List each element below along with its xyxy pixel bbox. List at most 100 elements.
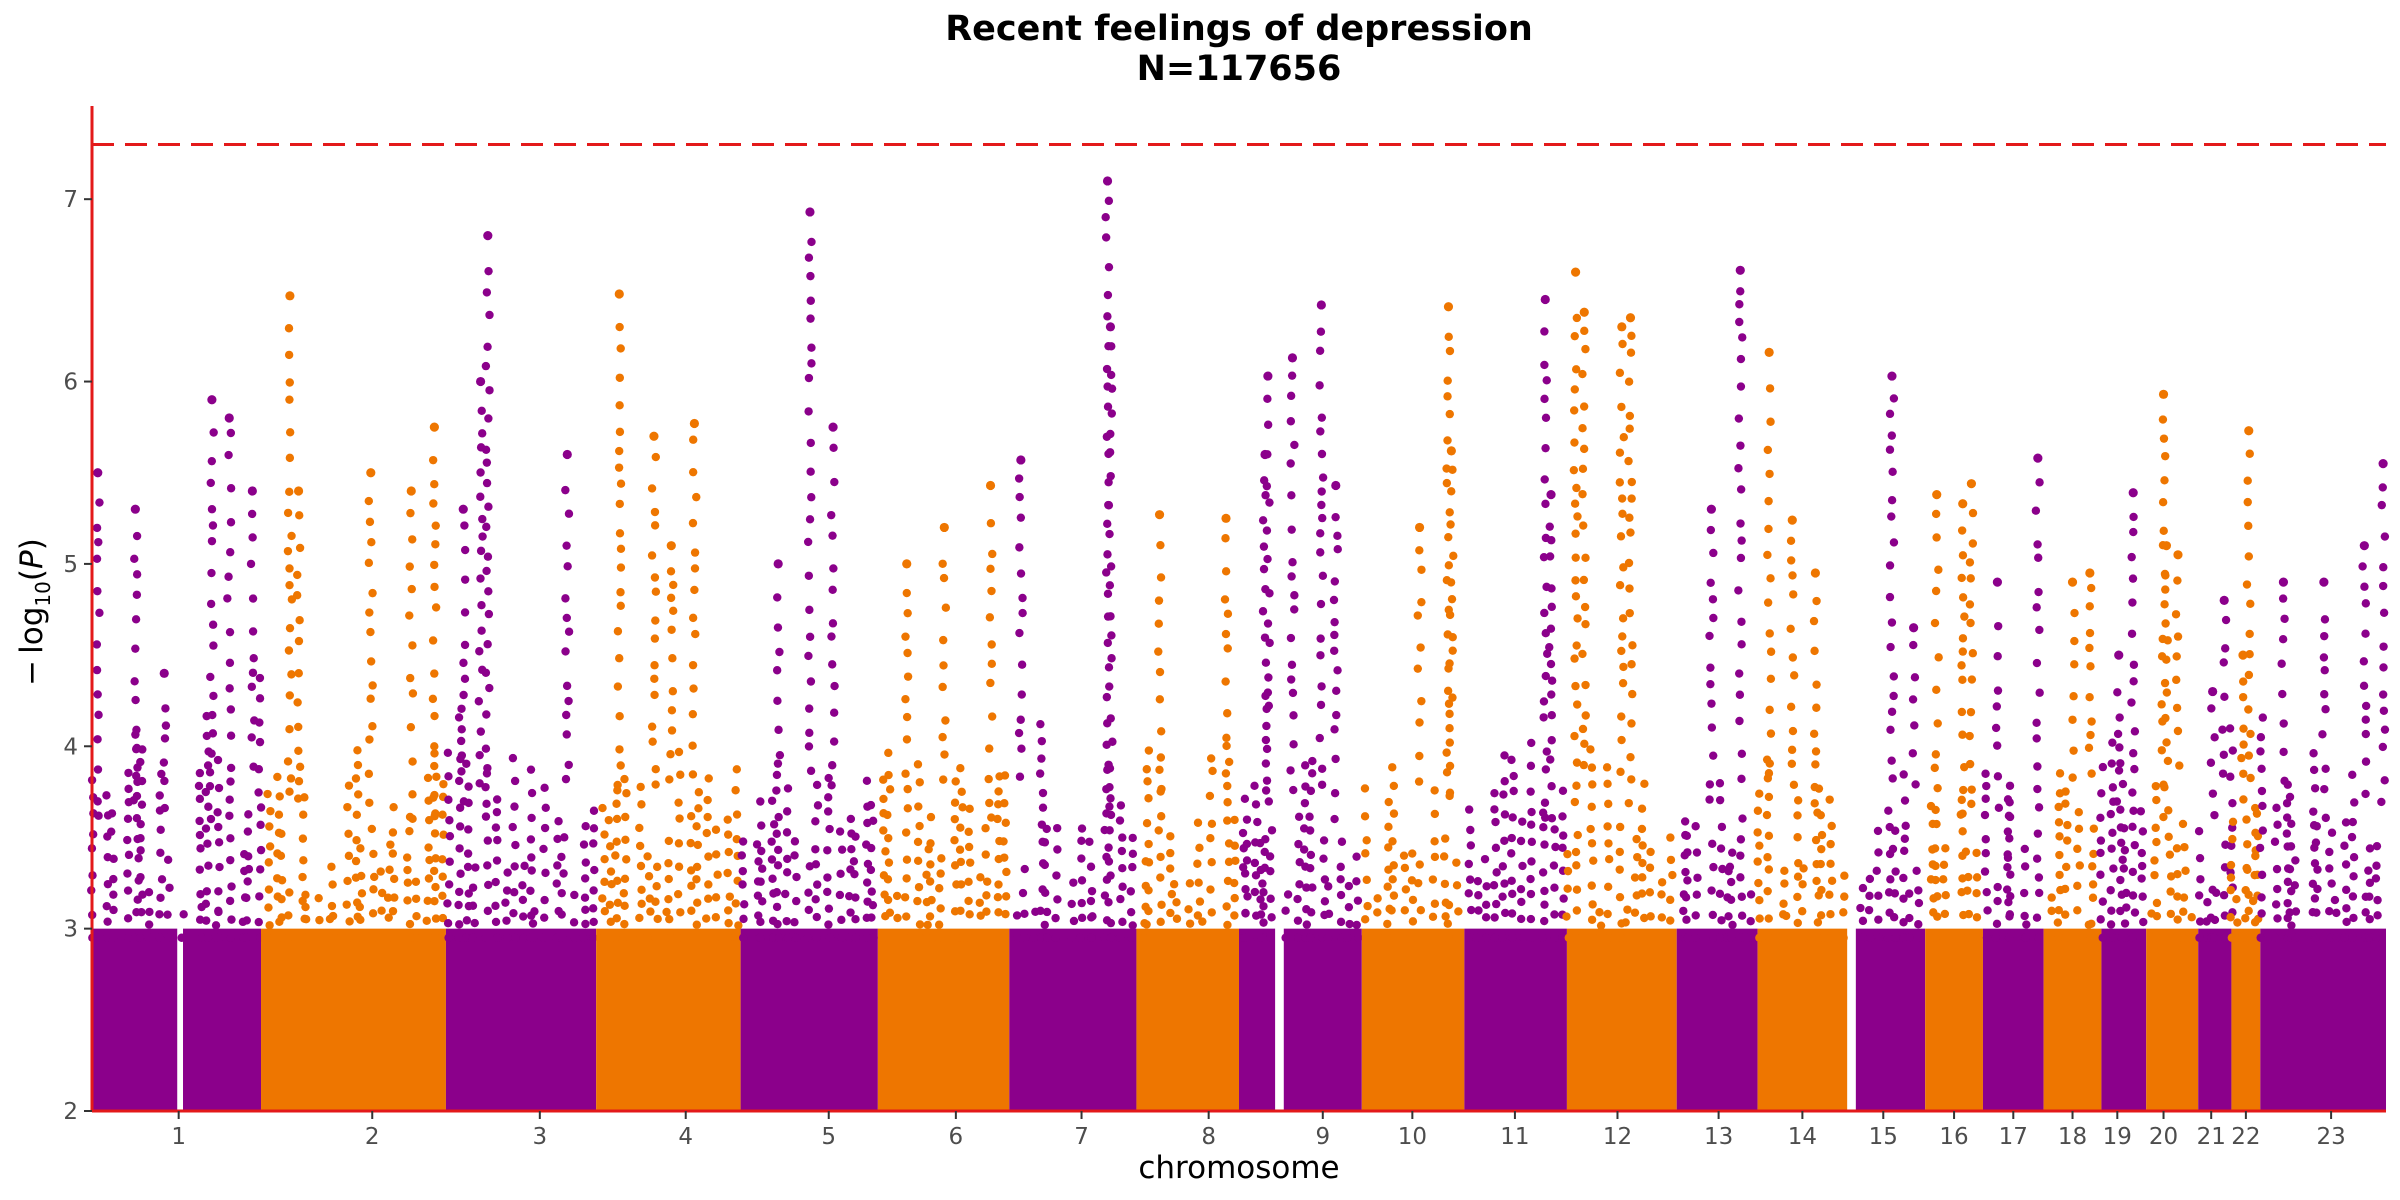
snp-point bbox=[2321, 705, 2330, 714]
snp-point bbox=[388, 906, 398, 916]
snp-point bbox=[1289, 785, 1298, 795]
snp-point bbox=[2129, 660, 2139, 669]
snp-point bbox=[1708, 839, 1717, 849]
snp-point bbox=[2285, 908, 2294, 917]
dense-point-band bbox=[2231, 928, 2261, 1111]
snp-point bbox=[651, 897, 660, 906]
snp-point bbox=[2166, 909, 2176, 919]
peak-point bbox=[2158, 389, 2169, 399]
snp-point bbox=[1492, 868, 1501, 877]
snp-point bbox=[109, 933, 118, 942]
snp-point bbox=[214, 783, 224, 793]
snp-point bbox=[1283, 890, 1293, 899]
snp-point bbox=[1604, 854, 1614, 864]
snp-point bbox=[1727, 933, 1736, 942]
snp-point bbox=[1443, 436, 1452, 445]
snp-point bbox=[1934, 653, 1943, 662]
snp-point bbox=[1430, 837, 1439, 846]
snp-point bbox=[1500, 777, 1509, 786]
snp-point bbox=[804, 253, 814, 262]
snp-point bbox=[207, 505, 217, 514]
snp-point bbox=[1316, 548, 1325, 557]
snp-point bbox=[1891, 826, 1900, 835]
snp-point bbox=[2089, 824, 2099, 833]
snp-point bbox=[390, 893, 399, 902]
peak-point bbox=[1992, 577, 2003, 587]
snp-point bbox=[274, 810, 284, 819]
snp-point bbox=[884, 748, 893, 758]
snp-point bbox=[226, 731, 236, 740]
snp-point bbox=[1958, 551, 1968, 560]
snp-point bbox=[265, 842, 275, 851]
snp-point bbox=[285, 888, 294, 897]
snp-point bbox=[2062, 862, 2071, 872]
snp-point bbox=[2332, 908, 2341, 918]
snp-point bbox=[1429, 933, 1439, 942]
snp-point bbox=[2243, 865, 2252, 874]
snp-point bbox=[2128, 598, 2137, 607]
snp-point bbox=[1734, 414, 1744, 423]
snp-point bbox=[939, 635, 948, 645]
snp-point bbox=[757, 821, 766, 830]
snp-point bbox=[1491, 843, 1501, 853]
snp-point bbox=[366, 657, 376, 666]
snp-point bbox=[1106, 612, 1115, 621]
snp-point bbox=[2310, 859, 2320, 868]
snp-point bbox=[1545, 643, 1554, 652]
snp-point bbox=[1587, 763, 1597, 772]
snp-point bbox=[781, 889, 790, 899]
snp-point bbox=[2107, 844, 2116, 853]
snp-point bbox=[1578, 489, 1587, 499]
snp-point bbox=[1126, 887, 1136, 896]
snp-point bbox=[208, 710, 217, 720]
snp-point bbox=[2257, 786, 2267, 796]
snp-point bbox=[471, 863, 480, 872]
snp-point bbox=[1572, 313, 1582, 323]
snp-point bbox=[530, 907, 539, 916]
snp-point bbox=[2005, 798, 2014, 807]
snp-point bbox=[109, 854, 118, 864]
snp-point bbox=[1993, 686, 2003, 695]
snp-point bbox=[1115, 816, 1125, 825]
snp-point bbox=[824, 773, 833, 783]
snp-point bbox=[885, 785, 895, 794]
snp-point bbox=[1683, 876, 1692, 885]
snp-point bbox=[1331, 754, 1340, 764]
snp-point bbox=[862, 933, 872, 942]
snp-point bbox=[1086, 896, 1096, 906]
snp-point bbox=[1541, 443, 1550, 453]
snp-point bbox=[1100, 933, 1109, 942]
snp-point bbox=[431, 882, 440, 892]
snp-point bbox=[2127, 698, 2136, 707]
snp-point bbox=[1261, 759, 1271, 768]
snp-point bbox=[1858, 883, 1868, 893]
snp-point bbox=[1735, 300, 1744, 309]
snp-point bbox=[674, 747, 684, 757]
snp-point bbox=[2278, 594, 2288, 603]
snp-point bbox=[285, 395, 294, 404]
snp-point bbox=[1118, 882, 1127, 891]
snp-point bbox=[131, 730, 140, 739]
dense-point-band bbox=[1566, 928, 1677, 1111]
snp-point bbox=[1446, 520, 1455, 529]
snp-point bbox=[688, 741, 697, 750]
snp-point bbox=[2258, 826, 2267, 835]
snp-point bbox=[2273, 884, 2282, 894]
x-tick-label: 3 bbox=[533, 1124, 548, 1150]
snp-point bbox=[491, 823, 501, 832]
snp-point bbox=[528, 933, 538, 942]
snp-point bbox=[711, 933, 720, 942]
snp-point bbox=[1957, 795, 1966, 805]
snp-point bbox=[477, 429, 487, 438]
snp-point bbox=[2166, 887, 2175, 896]
snp-point bbox=[94, 710, 103, 720]
snp-point bbox=[475, 779, 484, 788]
snp-point bbox=[285, 787, 294, 796]
snp-point bbox=[711, 893, 721, 902]
snp-point bbox=[1621, 918, 1630, 927]
snp-point bbox=[2113, 729, 2123, 739]
snp-point bbox=[403, 878, 413, 887]
snp-point bbox=[365, 735, 374, 744]
snp-point bbox=[476, 546, 486, 556]
peak-point bbox=[207, 395, 217, 405]
